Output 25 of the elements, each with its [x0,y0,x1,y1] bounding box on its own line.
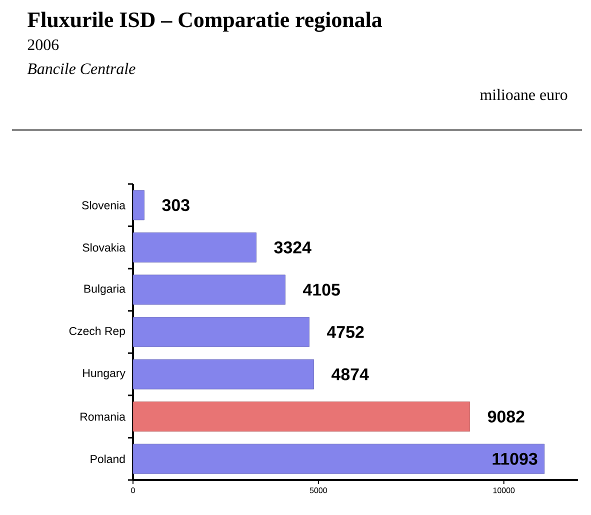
y-tick-label: Romania [80,412,126,421]
data-label: 4105 [303,284,340,296]
data-label: 303 [162,199,190,212]
text: Bancile Centrale [27,62,136,74]
chart-subtitle: 2006 [28,39,59,50]
data-label: 11093 [492,452,538,465]
bar [132,317,310,348]
chart-title: Fluxurile ISD – Comparatie regionala [28,12,382,32]
y-tick-label: Slovenia [82,200,126,210]
data-label: 3324 [274,241,312,254]
bar [132,274,286,305]
bar [132,402,470,432]
y-tick-label: Bulgaria [84,284,126,296]
data-label: 9082 [488,410,524,423]
bar [132,190,144,220]
y-tick-label: Slovakia [82,243,126,252]
bar [132,444,545,474]
y-tick-label: Poland [90,454,125,464]
data-label: 4874 [332,368,369,380]
data-label: 4752 [326,326,364,338]
y-tick-label: Czech Rep [69,326,125,338]
bar [132,232,256,262]
y-tick-label: Hungary [83,369,126,380]
text: milioane euro [480,88,568,100]
bar [132,359,314,390]
